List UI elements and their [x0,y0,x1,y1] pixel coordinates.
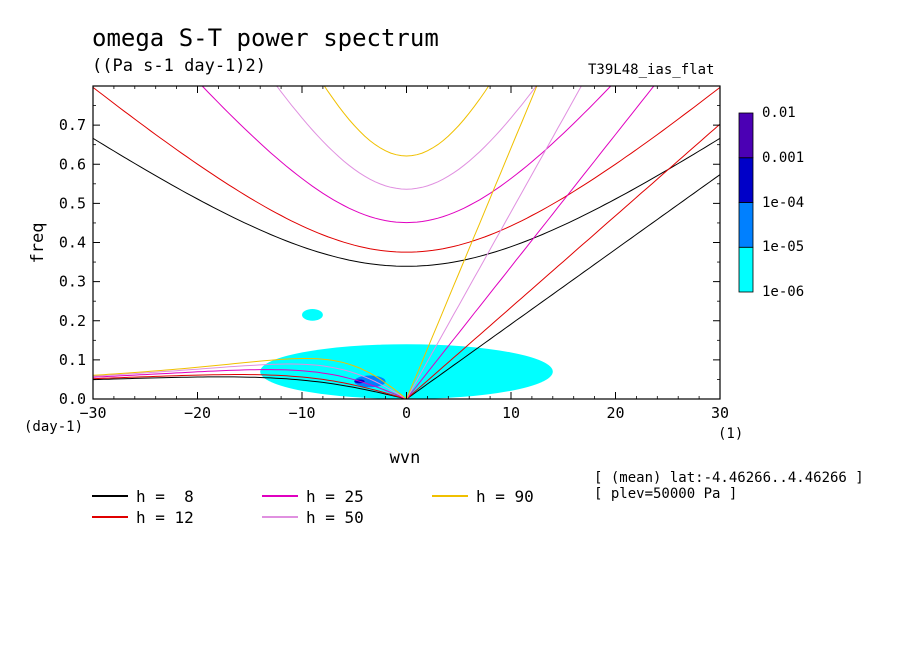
power-region [302,309,323,321]
dispersion-curve-h50 [406,86,582,399]
dispersion-curve-h12 [93,87,720,253]
x-tick-label: 10 [502,404,520,422]
dispersion-curve-h8 [93,137,720,267]
legend-item: h = 12 [92,508,242,527]
chart-title: omega S-T power spectrum [92,24,439,52]
y-tick-label: 0.0 [59,390,86,408]
legend-item: h = 90 [432,487,582,506]
legend-label: h = 12 [136,508,194,527]
y-tick-label: 0.6 [59,155,86,173]
dispersion-curve-h8 [406,174,720,399]
y-unit-label: (day-1) [24,419,83,435]
colorbar-swatch [738,246,754,293]
colorbar [738,112,754,293]
legend-swatch [92,495,128,497]
colorbar-swatch [738,202,754,248]
power-contours [260,309,553,399]
legend-item: h = 8 [92,487,242,506]
colorbar-label: 1e-04 [762,194,805,211]
colorbar-label: 0.01 [762,105,796,121]
y-tick-label: 0.1 [59,351,86,369]
dispersion-curve-h25 [201,86,612,224]
colorbar-swatch [738,157,754,203]
y-tick-label: 0.5 [59,194,86,212]
dispersion-curve-h90 [323,86,490,157]
legend-item: h = 50 [262,508,412,527]
legend-label: h = 25 [306,487,364,506]
x-tick-label: −30 [79,404,106,422]
legend-label: h = 90 [476,487,534,506]
dispersion-curve-h90 [93,358,407,399]
dispersion-curve-h25 [406,86,655,399]
colorbar-label: 1e-05 [762,239,805,256]
legend-swatch [262,495,298,497]
legend-item: h = 25 [262,487,412,506]
x-tick-label: 0 [402,404,411,422]
y-tick-label: 0.7 [59,116,86,134]
chart-units: ((Pa s-1 day-1)2) [92,56,266,76]
dispersion-curves [93,86,720,399]
legend-label: h = 8 [136,487,194,506]
y-axis-label: freq [28,223,48,264]
x-axis-label: wvn [390,448,421,468]
colorbar-label: 0.001 [762,149,805,166]
dispersion-curve-h50 [276,86,537,190]
info-plev: [ plev=50000 Pa ] [594,486,738,502]
dispersion-curve-h50 [93,363,407,399]
y-tick-label: 0.2 [59,312,86,330]
x-tick-label: 30 [711,404,729,422]
colorbar-label: 1e-06 [762,284,805,300]
colorbar-swatch [738,112,754,159]
x-tick-label: −10 [288,404,315,422]
dispersion-curve-h12 [93,374,407,399]
info-lat: [ (mean) lat:-4.46266..4.46266 ] [594,470,864,486]
legend-swatch [262,516,298,518]
power-region [354,375,386,388]
x-unit-label: (1) [718,426,743,442]
legend-swatch [432,495,468,497]
run-name: T39L48_ias_flat [588,62,715,78]
dispersion-curve-h90 [406,86,538,399]
x-tick-label: −20 [184,404,211,422]
power-region [260,344,553,399]
axis-ticks: −30 −20 −10 0 10 20 30 0.0 0.1 0.2 0.3 0.4 0.5 0.6 0.7 [59,86,729,422]
dispersion-curve-h12 [406,123,720,399]
x-tick-label: 20 [606,404,624,422]
y-tick-label: 0.3 [59,273,86,291]
dispersion-curve-h25 [93,369,407,399]
y-tick-label: 0.4 [59,234,86,252]
dispersion-curve-h8 [93,376,407,399]
legend-label: h = 50 [306,508,364,527]
legend-swatch [92,516,128,518]
